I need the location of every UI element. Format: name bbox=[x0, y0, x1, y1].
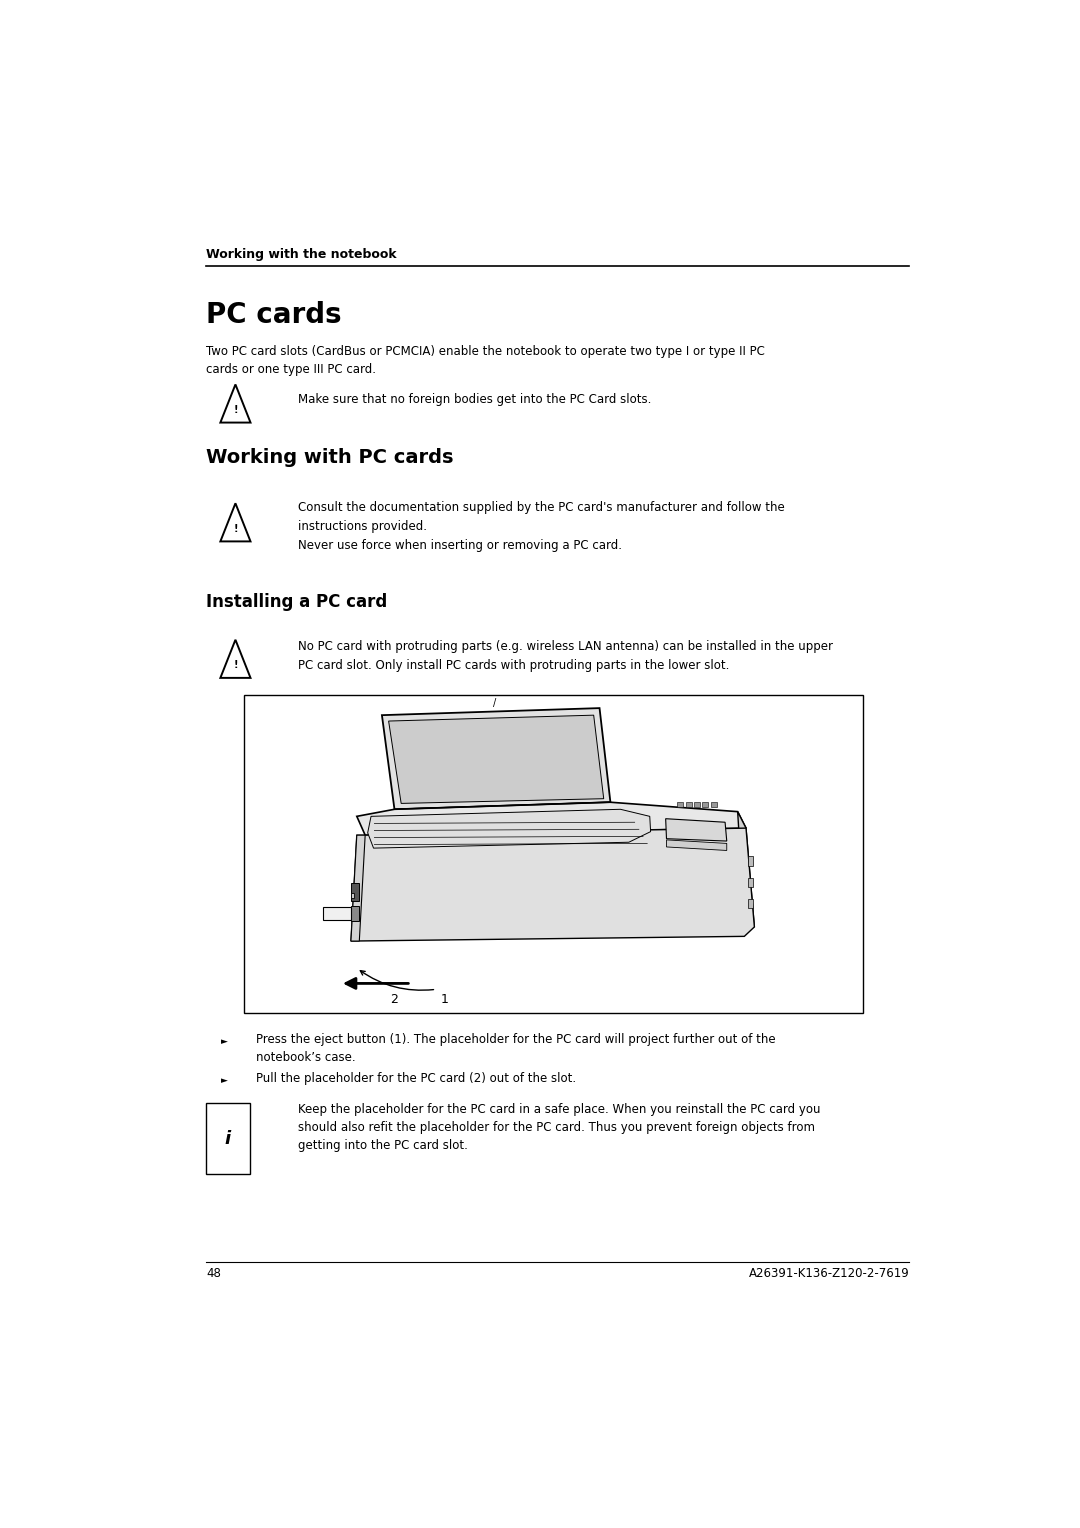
Polygon shape bbox=[351, 906, 360, 921]
Text: A26391-K136-Z120-2-7619: A26391-K136-Z120-2-7619 bbox=[748, 1267, 909, 1280]
Polygon shape bbox=[356, 802, 746, 836]
Text: Working with the notebook: Working with the notebook bbox=[206, 248, 396, 261]
Text: !: ! bbox=[233, 660, 238, 671]
Polygon shape bbox=[351, 883, 360, 902]
Polygon shape bbox=[666, 840, 727, 851]
Polygon shape bbox=[738, 811, 754, 927]
Polygon shape bbox=[323, 908, 351, 920]
Text: Working with PC cards: Working with PC cards bbox=[206, 448, 454, 468]
Polygon shape bbox=[677, 802, 684, 807]
Polygon shape bbox=[694, 802, 700, 807]
Text: /: / bbox=[494, 698, 497, 707]
Polygon shape bbox=[367, 810, 650, 848]
Polygon shape bbox=[686, 802, 691, 807]
Polygon shape bbox=[351, 828, 754, 941]
Polygon shape bbox=[747, 898, 753, 908]
FancyBboxPatch shape bbox=[206, 1103, 249, 1174]
Text: 48: 48 bbox=[206, 1267, 221, 1280]
Text: Installing a PC card: Installing a PC card bbox=[206, 593, 388, 611]
Text: !: ! bbox=[233, 524, 238, 533]
Text: Pull the placeholder for the PC card (2) out of the slot.: Pull the placeholder for the PC card (2)… bbox=[256, 1071, 577, 1085]
Text: Keep the placeholder for the PC card in a safe place. When you reinstall the PC : Keep the placeholder for the PC card in … bbox=[298, 1103, 821, 1152]
Polygon shape bbox=[711, 802, 717, 807]
Polygon shape bbox=[702, 802, 708, 807]
Polygon shape bbox=[351, 836, 365, 941]
Text: Press the eject button (1). The placeholder for the PC card will project further: Press the eject button (1). The placehol… bbox=[256, 1033, 777, 1063]
Text: 1: 1 bbox=[441, 993, 448, 1005]
Text: i: i bbox=[225, 1129, 231, 1148]
Polygon shape bbox=[351, 892, 354, 897]
Polygon shape bbox=[747, 877, 753, 886]
Polygon shape bbox=[747, 856, 753, 866]
Text: Two PC card slots (CardBus or PCMCIA) enable the notebook to operate two type I : Two PC card slots (CardBus or PCMCIA) en… bbox=[206, 344, 765, 376]
Text: PC cards: PC cards bbox=[206, 301, 341, 329]
Polygon shape bbox=[382, 707, 610, 810]
Text: Consult the documentation supplied by the PC card's manufacturer and follow the
: Consult the documentation supplied by th… bbox=[298, 501, 785, 552]
Polygon shape bbox=[665, 819, 727, 840]
Polygon shape bbox=[389, 715, 604, 804]
Text: !: ! bbox=[233, 405, 238, 416]
FancyBboxPatch shape bbox=[244, 695, 863, 1013]
Text: 2: 2 bbox=[391, 993, 399, 1005]
Text: Make sure that no foreign bodies get into the PC Card slots.: Make sure that no foreign bodies get int… bbox=[298, 393, 651, 406]
Text: ►: ► bbox=[221, 1038, 228, 1047]
Text: No PC card with protruding parts (e.g. wireless LAN antenna) can be installed in: No PC card with protruding parts (e.g. w… bbox=[298, 640, 833, 672]
Text: ►: ► bbox=[221, 1076, 228, 1085]
